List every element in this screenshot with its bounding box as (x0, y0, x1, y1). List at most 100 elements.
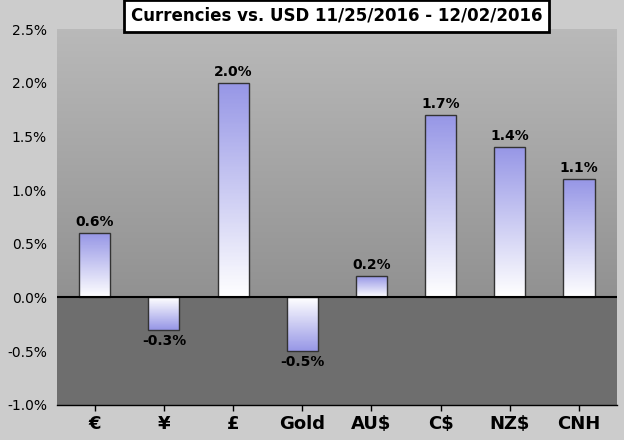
Bar (425, 295, 456, 296)
Bar (425, 194, 456, 195)
Bar (57, 182, 617, 183)
Bar (563, 251, 595, 252)
Bar (425, 149, 456, 150)
Bar (425, 277, 456, 278)
Bar (425, 205, 456, 206)
Bar (563, 237, 595, 238)
Bar (218, 210, 248, 212)
Bar (563, 248, 595, 249)
Bar (425, 166, 456, 167)
Bar (57, 222, 617, 224)
Bar (563, 274, 595, 275)
Bar (57, 143, 617, 145)
Bar (425, 250, 456, 251)
Bar (563, 208, 595, 209)
Bar (218, 214, 248, 216)
Bar (57, 136, 617, 138)
Bar (218, 146, 248, 147)
Bar (563, 253, 595, 254)
Bar (57, 76, 617, 77)
Bar (563, 197, 595, 198)
Bar (57, 181, 617, 182)
Bar (57, 77, 617, 79)
Bar (57, 280, 617, 281)
Bar (425, 141, 456, 142)
Bar (494, 279, 525, 280)
Bar (57, 279, 617, 280)
Bar (425, 256, 456, 257)
Bar (425, 291, 456, 293)
Bar (218, 86, 248, 87)
Bar (218, 136, 248, 137)
Bar (57, 259, 617, 260)
Bar (494, 197, 525, 198)
Bar (218, 159, 248, 160)
Bar (57, 51, 617, 52)
Bar (218, 97, 248, 99)
Bar (494, 166, 525, 167)
Bar (218, 193, 248, 194)
Bar (218, 226, 248, 227)
Bar (57, 104, 617, 106)
Bar (57, 128, 617, 130)
Bar (494, 259, 525, 260)
Bar (425, 132, 456, 133)
Bar (218, 169, 248, 170)
Bar (57, 170, 617, 171)
Bar (563, 215, 595, 216)
Bar (57, 131, 617, 132)
Bar (57, 80, 617, 81)
Bar (563, 284, 595, 285)
Bar (57, 87, 617, 88)
Bar (57, 79, 617, 80)
Bar (57, 290, 617, 291)
Bar (563, 288, 595, 289)
Bar (494, 184, 525, 185)
Bar (425, 199, 456, 200)
Bar (563, 276, 595, 277)
Bar (57, 64, 617, 66)
Text: 0.2%: 0.2% (352, 258, 391, 271)
Bar (218, 133, 248, 134)
Bar (494, 293, 525, 294)
Bar (563, 250, 595, 251)
Bar (425, 248, 456, 249)
Bar (563, 243, 595, 244)
Bar (425, 171, 456, 172)
Bar (563, 233, 595, 234)
Bar (218, 235, 248, 236)
Bar (563, 296, 595, 297)
Bar (425, 154, 456, 155)
Bar (218, 157, 248, 159)
Bar (218, 183, 248, 184)
Bar (218, 237, 248, 239)
Bar (425, 286, 456, 288)
Bar (218, 289, 248, 290)
Bar (218, 191, 248, 193)
Bar (218, 117, 248, 119)
Bar (425, 193, 456, 194)
Bar (356, 276, 387, 297)
Bar (425, 148, 456, 149)
Bar (425, 255, 456, 256)
Bar (425, 120, 456, 121)
Bar (218, 268, 248, 269)
Bar (425, 274, 456, 275)
Bar (494, 204, 525, 205)
Bar (218, 156, 248, 157)
Bar (57, 264, 617, 265)
Bar (57, 48, 617, 49)
Bar (57, 198, 617, 199)
Bar (286, 297, 318, 351)
Bar (494, 154, 525, 155)
Bar (57, 176, 617, 177)
Bar (425, 156, 456, 158)
Bar (425, 151, 456, 153)
Bar (57, 53, 617, 55)
Bar (563, 209, 595, 210)
Bar (563, 270, 595, 271)
Bar (563, 293, 595, 294)
Bar (57, 248, 617, 249)
Bar (57, 45, 617, 47)
Bar (494, 162, 525, 163)
